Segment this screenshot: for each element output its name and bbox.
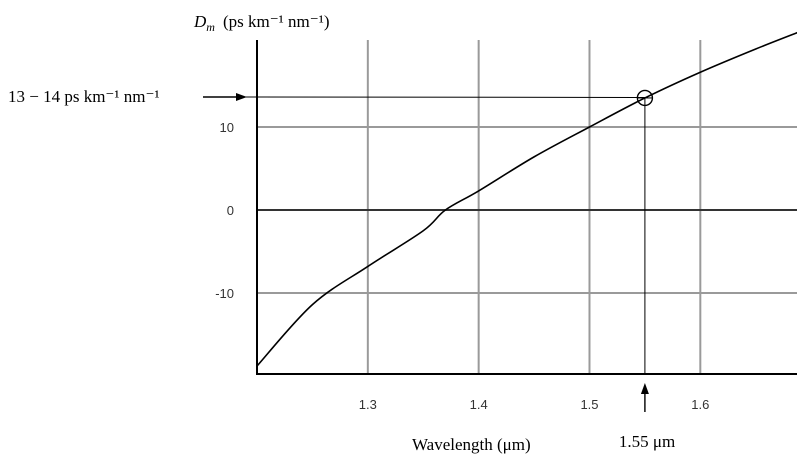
y-tick-label: -10: [215, 286, 234, 301]
marker-circle: [636, 89, 654, 107]
y-axis-symbol: D: [193, 12, 207, 31]
point-value-label: 13 − 14 ps km⁻¹ nm⁻¹: [8, 87, 160, 106]
grid-lines: [257, 40, 797, 374]
x-tick-label: 1.4: [470, 397, 488, 412]
x-tick-labels: 1.3 1.4 1.5 1.6: [359, 397, 710, 412]
dispersion-curve-line: [256, 31, 797, 367]
annotations: 13 − 14 ps km⁻¹ nm⁻¹ 1.55 μm: [8, 87, 675, 451]
x-tick-label: 1.3: [359, 397, 377, 412]
axes: [256, 40, 797, 375]
wavelength-value-label: 1.55 μm: [619, 432, 675, 451]
x-tick-label: 1.6: [691, 397, 709, 412]
arrow-up-icon: [640, 383, 649, 394]
y-tick-label: 0: [227, 203, 234, 218]
y-axis-units: (ps km⁻¹ nm⁻¹): [223, 12, 330, 31]
y-axis-label: Dm (ps km⁻¹ nm⁻¹): [193, 12, 329, 34]
dispersion-curve: [256, 31, 797, 367]
x-tick-label: 1.5: [580, 397, 598, 412]
y-axis-subscript: m: [206, 20, 215, 34]
x-axis-label: Wavelength (μm): [412, 435, 531, 454]
y-tick-labels: -10 0 10: [215, 120, 234, 301]
arrow-right-icon: [236, 93, 247, 101]
y-tick-label: 10: [220, 120, 234, 135]
